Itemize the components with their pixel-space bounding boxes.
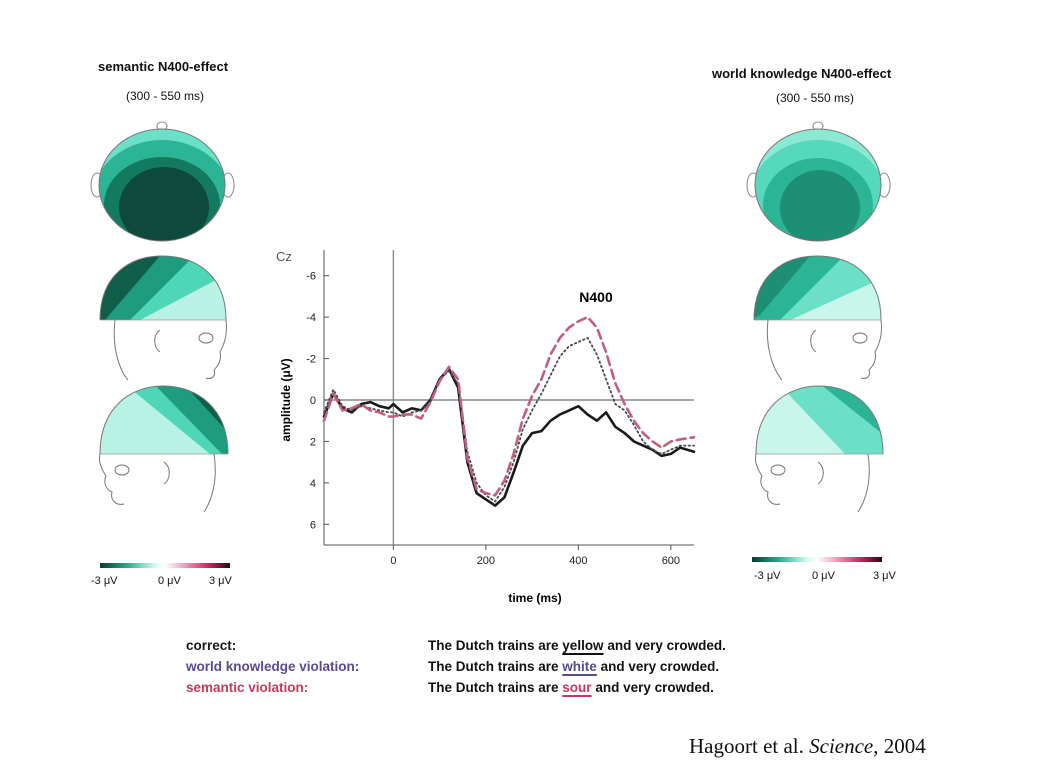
citation-authors: Hagoort et al. <box>689 734 810 758</box>
legend-sentence-start: The Dutch trains are <box>428 659 563 674</box>
legend-condition: semantic violation: <box>186 680 309 695</box>
x-tick-label: 0 <box>390 555 396 567</box>
right-topomap-side-left <box>755 385 884 513</box>
x-tick-label: 200 <box>477 555 495 567</box>
x-axis-label: time (ms) <box>508 591 561 605</box>
series-line-world-knowledge-violation <box>323 337 695 503</box>
citation: Hagoort et al. Science, 2004 <box>689 734 926 759</box>
x-tick-label: 600 <box>662 555 680 567</box>
y-tick-label: 2 <box>310 436 316 448</box>
left-colorbar <box>100 563 230 568</box>
legend-sentence-start: The Dutch trains are <box>428 638 563 653</box>
right-colorbar-max: 3 μV <box>873 570 896 582</box>
left-colorbar-max: 3 μV <box>209 575 232 587</box>
legend-condition: correct: <box>186 638 237 653</box>
legend-sentence-end: and very crowded. <box>596 659 720 674</box>
legend-row-world-knowledge: world knowledge violation: The Dutch trai… <box>186 659 719 674</box>
legend-sentence-end: and very crowded. <box>591 680 714 695</box>
condition-legend: correct: The Dutch trains are yellow and … <box>186 638 866 702</box>
left-panel-title: semantic N400-effect <box>98 59 229 74</box>
legend-critical-word: white <box>562 659 597 674</box>
x-tick-label: 400 <box>569 555 587 567</box>
y-tick-label: -2 <box>306 354 316 366</box>
right-colorbar <box>752 557 882 562</box>
erp-chart: -6 -4 -2 0 2 4 6 0 200 400 600 Cz N400 time (ms) a… <box>276 249 696 605</box>
right-topomap-top <box>746 121 891 242</box>
left-colorbar-mid: 0 μV <box>158 575 181 587</box>
y-tick-label: -6 <box>306 271 316 283</box>
citation-year: , 2004 <box>873 734 926 758</box>
legend-row-semantic: semantic violation: The Dutch trains are … <box>186 680 714 695</box>
legend-critical-word: sour <box>562 680 592 695</box>
right-colorbar-min: -3 μV <box>754 570 781 582</box>
right-topomap-side-right <box>753 255 882 381</box>
y-tick-label: 4 <box>310 478 316 490</box>
peak-label: N400 <box>579 289 613 305</box>
left-topomap-side-left <box>99 385 229 513</box>
right-panel-window: (300 - 550 ms) <box>776 91 855 105</box>
series-line-semantic-violation <box>322 315 696 497</box>
left-topomap-side-right <box>99 255 227 381</box>
right-panel-title: world knowledge N400-effect <box>712 66 892 81</box>
y-axis-label: amplitude (μV) <box>279 358 293 441</box>
legend-sentence-start: The Dutch trains are <box>428 680 563 695</box>
legend-row-correct: correct: The Dutch trains are yellow and … <box>186 638 726 653</box>
legend-critical-word: yellow <box>562 638 604 653</box>
y-tick-label: -4 <box>306 312 316 324</box>
left-panel-window: (300 - 550 ms) <box>126 89 205 103</box>
y-tick-label: 0 <box>310 395 316 407</box>
legend-sentence-end: and very crowded. <box>603 638 726 653</box>
left-colorbar-min: -3 μV <box>91 575 118 587</box>
right-colorbar-mid: 0 μV <box>812 570 835 582</box>
citation-journal: Science <box>809 734 874 758</box>
channel-label: Cz <box>276 249 292 264</box>
legend-condition: world knowledge violation: <box>186 659 360 674</box>
series-line-correct <box>322 367 696 507</box>
left-topomap-top <box>90 121 235 242</box>
y-tick-label: 6 <box>310 519 316 531</box>
